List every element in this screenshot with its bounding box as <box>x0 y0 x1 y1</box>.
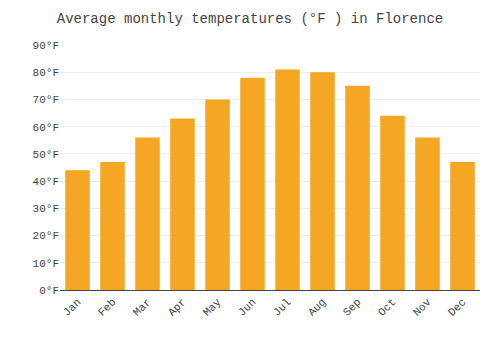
svg-text:Dec: Dec <box>446 296 468 318</box>
svg-text:20°F: 20°F <box>33 230 59 242</box>
svg-text:May: May <box>201 296 224 319</box>
svg-text:70°F: 70°F <box>33 94 59 106</box>
svg-text:Apr: Apr <box>166 296 188 318</box>
svg-text:Jul: Jul <box>271 296 293 318</box>
svg-text:Mar: Mar <box>131 296 153 318</box>
svg-text:40°F: 40°F <box>33 176 59 188</box>
svg-text:80°F: 80°F <box>33 67 59 79</box>
svg-text:Jun: Jun <box>236 296 258 318</box>
svg-text:0°F: 0°F <box>39 285 59 297</box>
svg-text:90°F: 90°F <box>33 40 59 52</box>
svg-text:Nov: Nov <box>411 296 434 319</box>
svg-text:Average monthly temperatures (: Average monthly temperatures (°F ) in Fl… <box>57 11 443 27</box>
svg-text:Jan: Jan <box>61 296 83 318</box>
svg-text:Sep: Sep <box>341 296 363 318</box>
svg-text:30°F: 30°F <box>33 203 59 215</box>
svg-text:10°F: 10°F <box>33 258 59 270</box>
svg-text:Aug: Aug <box>306 296 328 318</box>
svg-text:Oct: Oct <box>376 296 398 318</box>
svg-text:50°F: 50°F <box>33 149 59 161</box>
svg-text:Feb: Feb <box>96 296 118 318</box>
svg-text:60°F: 60°F <box>33 122 59 134</box>
